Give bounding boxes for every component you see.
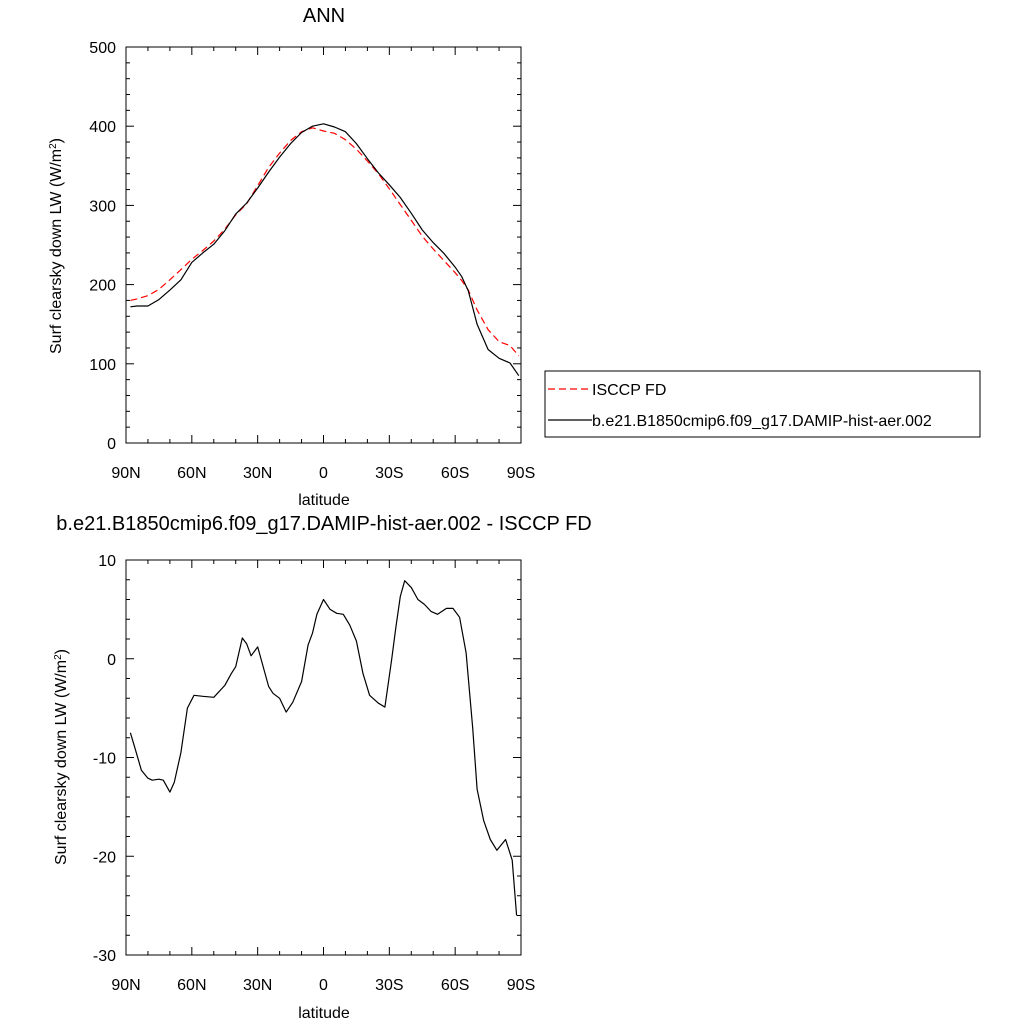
top-y-tick-label: 300 [89,198,116,215]
top-series-model-line [130,123,520,377]
bottom-x-tick-label: 60S [441,977,469,994]
bottom-y-tick-label: 10 [98,553,116,570]
top-y-tick-label: 100 [89,357,116,374]
top-y-axis-label-main: Surf clearsky down LW (W/m [48,149,65,354]
top-x-tick-label: 30N [243,465,272,482]
legend: ISCCP FD b.e21.B1850cmip6.f09_g17.DAMIP-… [544,370,981,438]
top-x-axis-label: latitude [298,492,350,509]
bottom-x-tick-label: 90S [507,977,535,994]
top-plot-frame [125,46,522,444]
bottom-y-axis-label-main: Surf clearsky down LW (W/m [53,660,70,865]
bottom-x-tick-label: 90N [111,977,140,994]
bottom-x-axis-label: latitude [298,1005,350,1022]
top-panel: ANN 90N 60N 30N 0 30S 60S 90S0100200300400500 … [48,5,536,509]
bottom-x-tick-label: 30S [375,977,403,994]
top-y-tick-label: 0 [107,436,116,453]
bottom-x-tick-label: 60N [177,977,206,994]
top-y-tick-label: 500 [89,40,116,57]
top-series-isccp-line [130,127,520,357]
bottom-y-tick-label: 0 [107,652,116,669]
bottom-y-tick-label: -30 [93,948,116,965]
top-y-tick-label: 200 [89,278,116,295]
top-x-tick-label: 60S [441,465,469,482]
bottom-y-axis-label-superscript: 2 [53,654,64,660]
top-x-tick-label: 90S [507,465,535,482]
top-x-tick-label: 0 [319,465,328,482]
bottom-plot-area: 90N 60N 30N 0 30S 60S 90S -30 -20 -10 0 10 [93,553,535,994]
top-y-axis-label: Surf clearsky down LW (W/m2) [48,138,66,354]
bottom-series-model-line [129,580,518,916]
legend-box [544,370,981,438]
top-y-tick-label: 400 [89,119,116,136]
bottom-plot-frame [125,559,522,956]
bottom-y-tick-label: -20 [93,849,116,866]
top-x-tick-label: 60N [177,465,206,482]
bottom-x-tick-label: 30N [243,977,272,994]
top-y-axis-label-close: ) [48,138,65,143]
top-y-axis-label-superscript: 2 [48,143,59,149]
bottom-x-tick-label: 0 [319,977,328,994]
bottom-panel: b.e21.B1850cmip6.f09_g17.DAMIP-hist-aer.… [53,513,592,1022]
bottom-y-axis-label: Surf clearsky down LW (W/m2) [53,649,71,865]
top-x-tick-label: 90N [111,465,140,482]
top-plot-area: 90N 60N 30N 0 30S 60S 90S 0 100 200 300 400 500 [89,40,535,482]
bottom-y-tick-label: -10 [93,751,116,768]
bottom-panel-title: b.e21.B1850cmip6.f09_g17.DAMIP-hist-aer.… [56,513,591,535]
legend-label-model: b.e21.B1850cmip6.f09_g17.DAMIP-hist-aer.… [592,413,932,430]
bottom-y-axis-label-close: ) [53,649,70,654]
legend-label-isccp: ISCCP FD [592,382,666,399]
top-panel-title: ANN [303,5,345,27]
top-x-tick-label: 30S [375,465,403,482]
